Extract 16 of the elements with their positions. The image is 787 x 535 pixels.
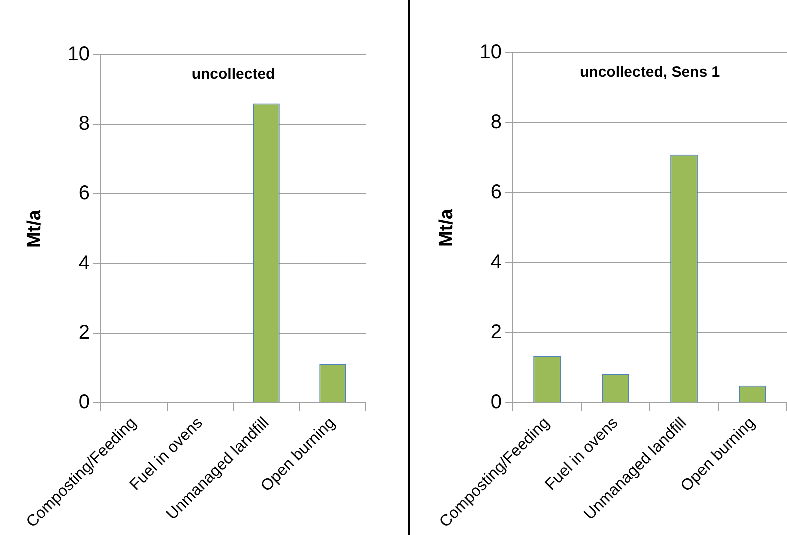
y-tick-label: 2 [490,322,502,344]
y-tick-label: 2 [78,322,90,344]
text: uncollected [192,66,276,84]
y-tick-label: 4 [490,252,502,274]
y-tick-label: 0 [490,392,502,414]
y-tick-label: 8 [490,112,502,134]
y-tick-label: 10 [480,42,502,64]
y-axis-title: Mt/a [24,210,46,248]
y-tick-label: 6 [490,182,502,204]
y-tick-label: 8 [78,113,90,136]
text: uncollected, Sens 1 [580,64,720,82]
y-tick-label: 0 [78,392,90,414]
y-tick-label: 6 [78,182,90,205]
y-axis-title: Mt/a [436,208,458,248]
y-tick-label: 4 [78,252,90,274]
y-tick-label: 10 [68,44,90,66]
